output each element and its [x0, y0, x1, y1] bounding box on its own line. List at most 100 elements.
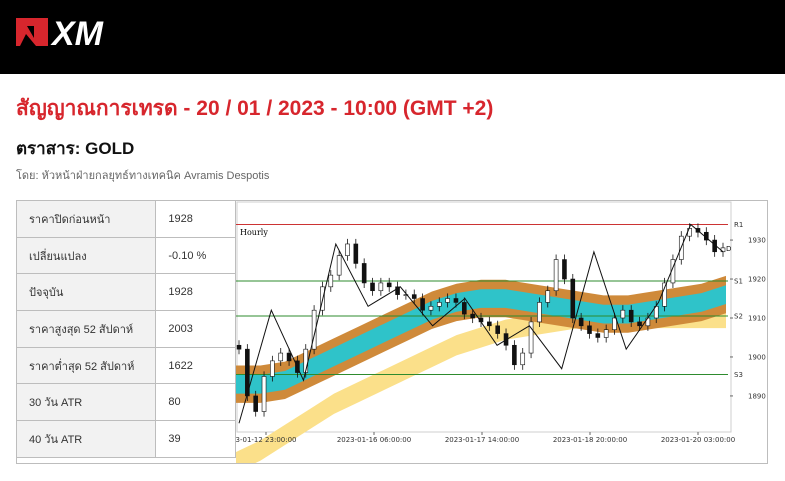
candle-up — [436, 302, 442, 307]
candle-down — [487, 321, 492, 327]
candle-down — [386, 282, 392, 288]
logo-text: XM — [50, 15, 104, 52]
candle — [495, 320, 500, 339]
candle — [270, 355, 275, 382]
candle-down — [470, 313, 475, 319]
xm-logo[interactable]: XM — [14, 12, 134, 52]
candle-down — [411, 294, 417, 299]
candle — [420, 293, 425, 316]
y-tick-label: 1900 — [748, 353, 766, 361]
author-line: โดย: หัวหน้าฝ่ายกลยุทธ์ทางเทคนิค Avramis… — [16, 170, 270, 182]
candle — [578, 312, 584, 331]
candle — [453, 293, 459, 308]
candle — [487, 316, 492, 331]
x-tick-label: 2023-01-20 03:00:00 — [661, 436, 735, 444]
candle — [353, 238, 359, 269]
x-tick-label: 2023-01-16 06:00:00 — [337, 436, 411, 444]
level-label-s2: S2 — [734, 313, 743, 321]
candle-up — [528, 321, 534, 354]
candle — [445, 293, 450, 308]
candle — [587, 320, 592, 339]
candle-up — [520, 352, 526, 366]
header-bar: XM — [0, 0, 785, 74]
stats-table: ราคาปิดก่อนหน้า 1928 เปลี่ยนแปลง -0.10 % ปัจ… — [15, 200, 236, 458]
candle-down — [245, 348, 250, 397]
candle — [537, 297, 542, 327]
candle — [520, 348, 526, 370]
stat-value: 39 — [155, 420, 236, 458]
candle — [253, 390, 258, 417]
candle — [545, 285, 551, 308]
stat-label: ราคาสูงสุด 52 สัปดาห์ — [15, 310, 157, 348]
stat-value: 1622 — [155, 346, 236, 385]
stat-label: ราคาปิดก่อนหน้า — [15, 200, 157, 238]
level-label-s1: S1 — [734, 277, 743, 285]
stats-row: เปลี่ยนแปลง -0.10 % — [15, 236, 236, 275]
candle — [403, 289, 409, 300]
stat-label: ปัจจุบัน — [15, 273, 157, 312]
candle — [395, 281, 400, 300]
candle-down — [637, 321, 642, 327]
stat-label: 40 วัน ATR — [15, 420, 157, 458]
candle-down — [353, 243, 359, 264]
candle — [528, 316, 534, 359]
candle — [345, 238, 350, 261]
candle — [236, 340, 242, 355]
stat-label: เปลี่ยนแปลง — [15, 236, 157, 275]
stat-value: 2003 — [155, 310, 236, 348]
stat-label: ราคาต่ำสุด 52 สัปดาห์ — [15, 346, 157, 385]
candle-up — [403, 294, 409, 296]
candle-down — [462, 302, 467, 315]
candle — [512, 340, 517, 370]
candle-up — [428, 306, 434, 311]
candle-up — [662, 282, 667, 307]
y-tick-label: 1910 — [748, 315, 766, 323]
stats-row: ปัจจุบัน 1928 — [15, 273, 236, 312]
candle — [603, 324, 609, 343]
candle-up — [620, 309, 626, 319]
x-tick-label: 3-01-12 23:00:00 — [236, 436, 296, 444]
candle-down — [453, 298, 459, 303]
candle-up — [445, 298, 450, 303]
x-tick-label: 2023-01-17 14:00:00 — [445, 436, 519, 444]
candle — [470, 309, 475, 324]
xm-flag-icon — [16, 18, 48, 46]
stats-row: ราคาปิดก่อนหน้า 1928 — [15, 200, 236, 238]
y-tick-label: 1920 — [748, 276, 766, 284]
page-title: สัญญาณการเทรด - 20 / 01 / 2023 - 10:00 (… — [16, 97, 494, 120]
candle — [612, 312, 617, 335]
stat-value: -0.10 % — [155, 236, 236, 275]
x-tick-label: 2023-01-18 20:00:00 — [553, 436, 627, 444]
stat-value: 80 — [155, 383, 236, 422]
candle — [278, 348, 284, 366]
candle-down — [370, 282, 375, 292]
candle-down — [420, 298, 425, 311]
candle-up — [603, 329, 609, 338]
candle-up — [261, 376, 267, 412]
candle — [562, 254, 567, 285]
candle-up — [278, 352, 284, 362]
candle-down — [395, 286, 400, 295]
band-inner — [236, 285, 726, 394]
candle-up — [336, 255, 342, 276]
candle-down — [562, 259, 567, 280]
candle-down — [628, 309, 634, 323]
candle-up — [270, 360, 275, 377]
y-tick-label: 1890 — [748, 392, 766, 400]
stat-label: 30 วัน ATR — [15, 383, 157, 422]
candle — [662, 277, 667, 312]
candle-up — [328, 274, 334, 288]
candle — [628, 305, 634, 327]
stat-value: 1928 — [155, 273, 236, 312]
level-label-r1: R1 — [734, 221, 743, 229]
candle — [336, 250, 342, 281]
instrument-label: ตราสาร: GOLD — [16, 139, 135, 158]
candle-down — [286, 352, 292, 362]
candle-up — [553, 259, 559, 292]
candle-up — [311, 309, 317, 350]
plot-area-border — [236, 201, 732, 433]
current-price-marker: D — [726, 245, 731, 253]
stats-row: ราคาต่ำสุด 52 สัปดาห์ 1622 — [15, 346, 236, 385]
candle-down — [361, 263, 367, 284]
swing-zigzag-line — [238, 223, 724, 424]
